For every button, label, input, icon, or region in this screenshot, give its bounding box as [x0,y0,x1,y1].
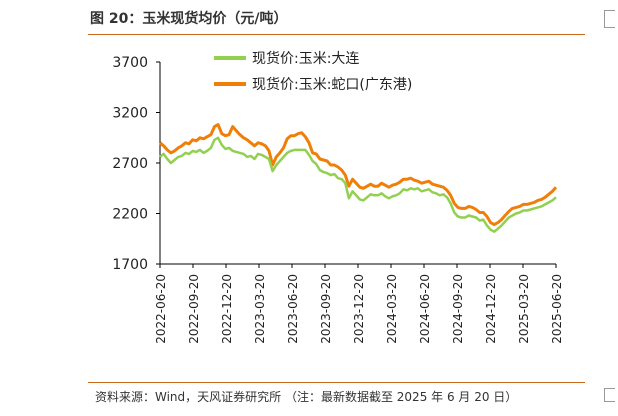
title-divider [88,34,585,35]
chart-axes: 1700 2200 2700 3200 3700 2022-06-20 2022-09-20… [112,55,564,344]
adjacent-panel-edge-bottom [604,388,615,402]
series-line-dalian [159,136,557,233]
x-tick-label: 2024-03-20 [385,274,399,344]
chart-lines [159,123,558,233]
chart-title: 图 20：玉米现货均价（元/吨） [90,11,288,27]
y-tick-label: 2700 [112,156,148,172]
x-tick-label: 2024-09-20 [451,274,465,344]
x-tick-label: 2025-06-20 [550,274,564,344]
y-tick-label: 2200 [112,207,148,223]
y-tick-label: 3700 [112,55,148,71]
adjacent-panel-edge [604,10,615,28]
legend-label: 现货价:玉米:蛇口(广东港) [252,76,412,93]
x-tick-label: 2023-12-20 [352,274,366,344]
y-tick-label: 1700 [112,257,148,273]
legend-label: 现货价:玉米:大连 [252,50,359,67]
x-tick-label: 2023-06-20 [286,274,300,344]
series-line-shekou [159,123,558,227]
x-tick-label: 2022-12-20 [220,274,234,344]
y-tick-label: 3200 [112,106,148,122]
footer-divider [88,382,585,383]
x-tick-label: 2024-06-20 [418,274,432,344]
x-tick-label: 2023-09-20 [319,274,333,344]
x-tick-label: 2025-03-20 [517,274,531,344]
x-tick-label: 2022-09-20 [187,274,201,344]
x-tick-label: 2024-12-20 [484,274,498,344]
source-note: 资料来源：Wind，天风证券研究所 （注：最新数据截至 2025 年 6 月 2… [95,390,518,404]
x-tick-label: 2022-06-20 [154,274,168,344]
x-tick-label: 2023-03-20 [253,274,267,344]
